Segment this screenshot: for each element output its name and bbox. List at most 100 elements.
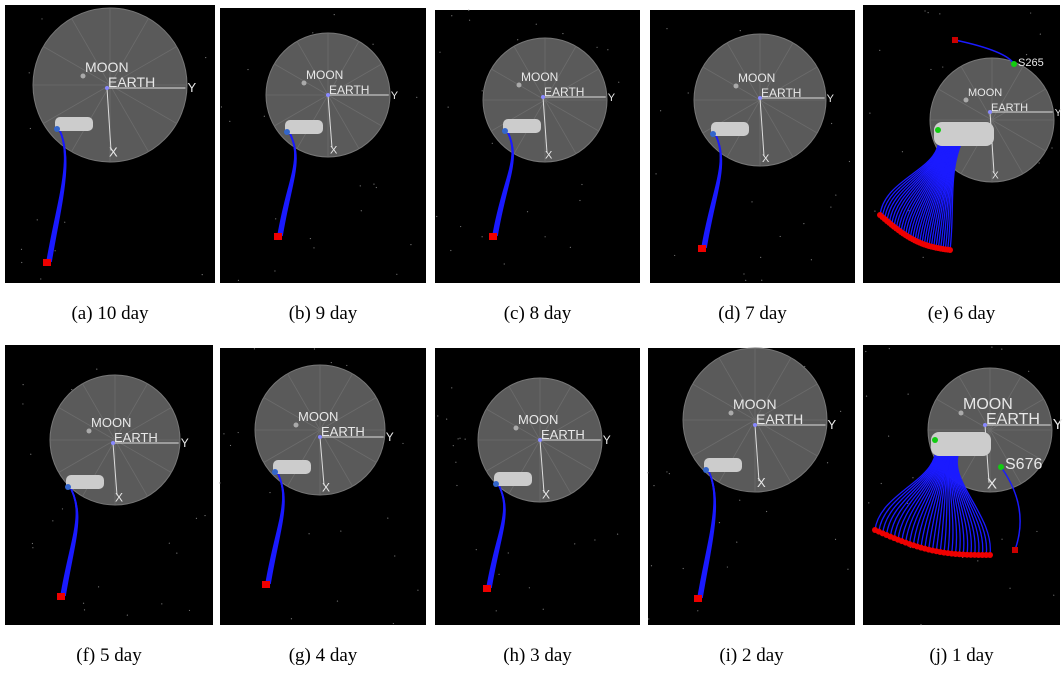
x-label: X: [545, 150, 553, 162]
star: [660, 110, 661, 111]
star: [229, 121, 230, 122]
star: [83, 603, 84, 604]
end-marker: [694, 595, 702, 602]
star: [827, 462, 828, 463]
star: [238, 280, 239, 281]
panel: MOONEARTHYXS265(e) 6 day: [863, 5, 1062, 324]
star: [456, 485, 457, 486]
earth-label: EARTH: [329, 83, 369, 97]
star: [1039, 162, 1040, 163]
star: [196, 518, 197, 519]
star: [1001, 539, 1002, 540]
star: [310, 238, 311, 239]
end-marker: [987, 552, 993, 558]
end-marker: [952, 37, 958, 43]
label-cluster: [66, 475, 104, 489]
star: [908, 394, 909, 395]
star: [169, 543, 170, 544]
star: [517, 39, 518, 40]
end-marker: [1012, 547, 1018, 553]
moon-label: MOON: [298, 409, 338, 424]
star: [939, 13, 940, 14]
star: [991, 347, 992, 348]
star: [334, 14, 335, 15]
star: [907, 503, 908, 504]
star: [417, 590, 418, 591]
star: [32, 547, 33, 548]
moon-label: MOON: [85, 59, 129, 75]
star: [840, 411, 841, 412]
star: [314, 348, 315, 349]
star: [492, 143, 493, 144]
star: [1026, 54, 1027, 55]
x-label: X: [322, 480, 330, 494]
star: [835, 539, 836, 540]
star: [189, 610, 190, 611]
label-cluster: [711, 122, 749, 136]
star: [697, 610, 698, 611]
star: [889, 348, 890, 349]
star: [436, 216, 437, 217]
star: [745, 280, 746, 281]
star: [942, 66, 943, 67]
star: [482, 90, 483, 91]
star: [1028, 371, 1029, 372]
star: [32, 543, 33, 544]
panel: MOONEARTHYX(c) 8 day: [435, 10, 640, 324]
end-marker: [57, 593, 65, 600]
caption: (a) 10 day: [71, 303, 149, 324]
star: [617, 534, 618, 535]
start-marker: [284, 129, 290, 135]
star: [570, 247, 571, 248]
star: [562, 33, 563, 34]
start-marker: [502, 128, 508, 134]
moon-label: MOON: [91, 415, 131, 430]
star: [460, 226, 461, 227]
moon-label: MOON: [521, 70, 558, 84]
y-label: Y: [181, 436, 189, 450]
start-marker: [493, 481, 499, 487]
x-label: X: [542, 488, 550, 502]
star: [666, 28, 667, 29]
star: [581, 184, 582, 185]
star: [476, 549, 477, 550]
start-marker: [65, 484, 71, 490]
star: [205, 57, 206, 58]
star: [453, 445, 454, 446]
earth-label: EARTH: [114, 430, 158, 445]
star: [455, 462, 456, 463]
star: [888, 436, 889, 437]
star: [504, 263, 505, 264]
earth-label: EARTH: [544, 85, 584, 99]
star: [64, 222, 65, 223]
star: [127, 615, 128, 616]
star: [465, 439, 466, 440]
star: [337, 600, 338, 601]
x-label: X: [762, 153, 770, 165]
star: [96, 369, 97, 370]
caption: (h) 3 day: [503, 645, 572, 666]
x-label: X: [987, 476, 997, 493]
star: [416, 97, 417, 98]
star: [719, 522, 720, 523]
star: [930, 69, 931, 70]
star: [30, 128, 31, 129]
star: [736, 542, 737, 543]
star: [920, 624, 921, 625]
star: [274, 270, 275, 271]
star: [830, 206, 831, 207]
caption: (e) 6 day: [928, 303, 996, 324]
star: [666, 471, 667, 472]
y-label: Y: [187, 80, 196, 95]
label-cluster: [285, 120, 323, 134]
star: [527, 211, 528, 212]
star: [450, 250, 451, 251]
star: [545, 236, 546, 237]
star: [254, 348, 255, 349]
star: [831, 123, 832, 124]
star: [574, 543, 575, 544]
star: [536, 24, 537, 25]
star: [372, 44, 373, 45]
panel: MOONEARTHYX(d) 7 day: [650, 10, 855, 324]
x-label: X: [757, 475, 766, 490]
